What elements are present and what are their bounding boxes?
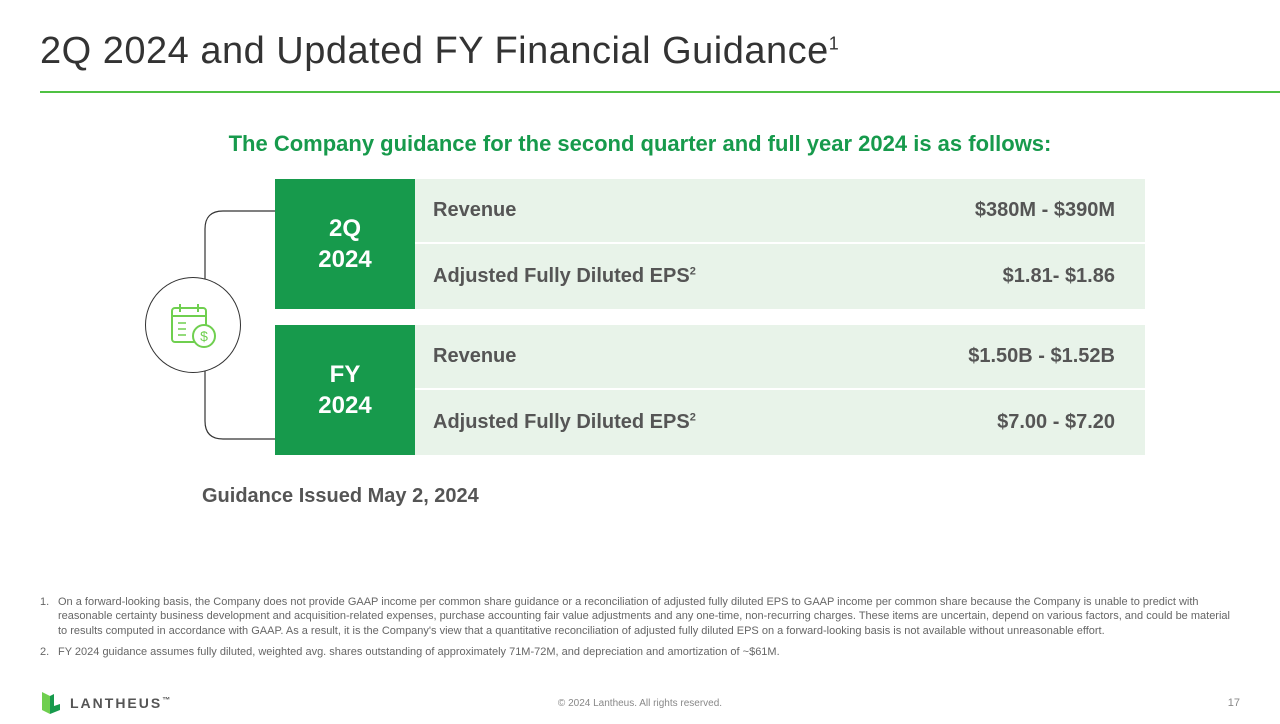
icon-bracket-column: $ [135,185,275,465]
footnote-text: FY 2024 guidance assumes fully diluted, … [58,645,780,660]
metric-rows: Revenue $1.50B - $1.52B Adjusted Fully D… [415,325,1145,455]
calendar-dollar-icon: $ [145,277,241,373]
metric-row: Adjusted Fully Diluted EPS2 $1.81- $1.86 [415,244,1145,309]
copyright-text: © 2024 Lantheus. All rights reserved. [558,698,722,709]
metric-rows: Revenue $380M - $390M Adjusted Fully Dil… [415,179,1145,309]
title-text: 2Q 2024 and Updated FY Financial Guidanc… [40,30,829,72]
brand-name: LANTHEUS™ [70,695,172,711]
footnote-1: 1. On a forward-looking basis, the Compa… [40,595,1240,640]
footnote-2: 2. FY 2024 guidance assumes fully dilute… [40,645,1240,660]
metric-label: Revenue [433,345,516,368]
metric-value: $380M - $390M [975,199,1115,222]
footnote-number: 2. [40,645,58,660]
brand-logo: LANTHEUS™ [40,690,172,716]
period-label: FY 2024 [275,325,415,455]
metric-row: Adjusted Fully Diluted EPS2 $7.00 - $7.2… [415,390,1145,455]
logo-mark-icon [40,690,62,716]
metric-label: Adjusted Fully Diluted EPS2 [433,411,696,434]
metric-value: $1.50B - $1.52B [968,345,1115,368]
metric-value: $1.81- $1.86 [1003,265,1115,288]
title-sup: 1 [829,33,840,53]
svg-text:$: $ [200,328,208,344]
subtitle: The Company guidance for the second quar… [40,131,1240,157]
footnote-number: 1. [40,595,58,640]
footnotes: 1. On a forward-looking basis, the Compa… [40,595,1240,666]
guidance-block-2q: 2Q 2024 Revenue $380M - $390M Adjusted F… [275,179,1145,309]
guidance-content: $ 2Q 2024 Revenue $380M - $390M Adjusted… [40,179,1240,471]
metric-row: Revenue $1.50B - $1.52B [415,325,1145,390]
metric-value: $7.00 - $7.20 [997,411,1115,434]
footnote-text: On a forward-looking basis, the Company … [58,595,1240,640]
page-number: 17 [1228,697,1240,709]
page-title: 2Q 2024 and Updated FY Financial Guidanc… [40,30,1240,73]
title-underline [40,91,1280,93]
period-label: 2Q 2024 [275,179,415,309]
slide-footer: LANTHEUS™ © 2024 Lantheus. All rights re… [0,682,1280,724]
metric-row: Revenue $380M - $390M [415,179,1145,244]
metric-label: Adjusted Fully Diluted EPS2 [433,265,696,288]
metric-label: Revenue [433,199,516,222]
slide: 2Q 2024 and Updated FY Financial Guidanc… [0,0,1280,724]
guidance-block-fy: FY 2024 Revenue $1.50B - $1.52B Adjusted… [275,325,1145,455]
guidance-tables: 2Q 2024 Revenue $380M - $390M Adjusted F… [275,179,1145,471]
guidance-issued-date: Guidance Issued May 2, 2024 [202,485,1240,508]
